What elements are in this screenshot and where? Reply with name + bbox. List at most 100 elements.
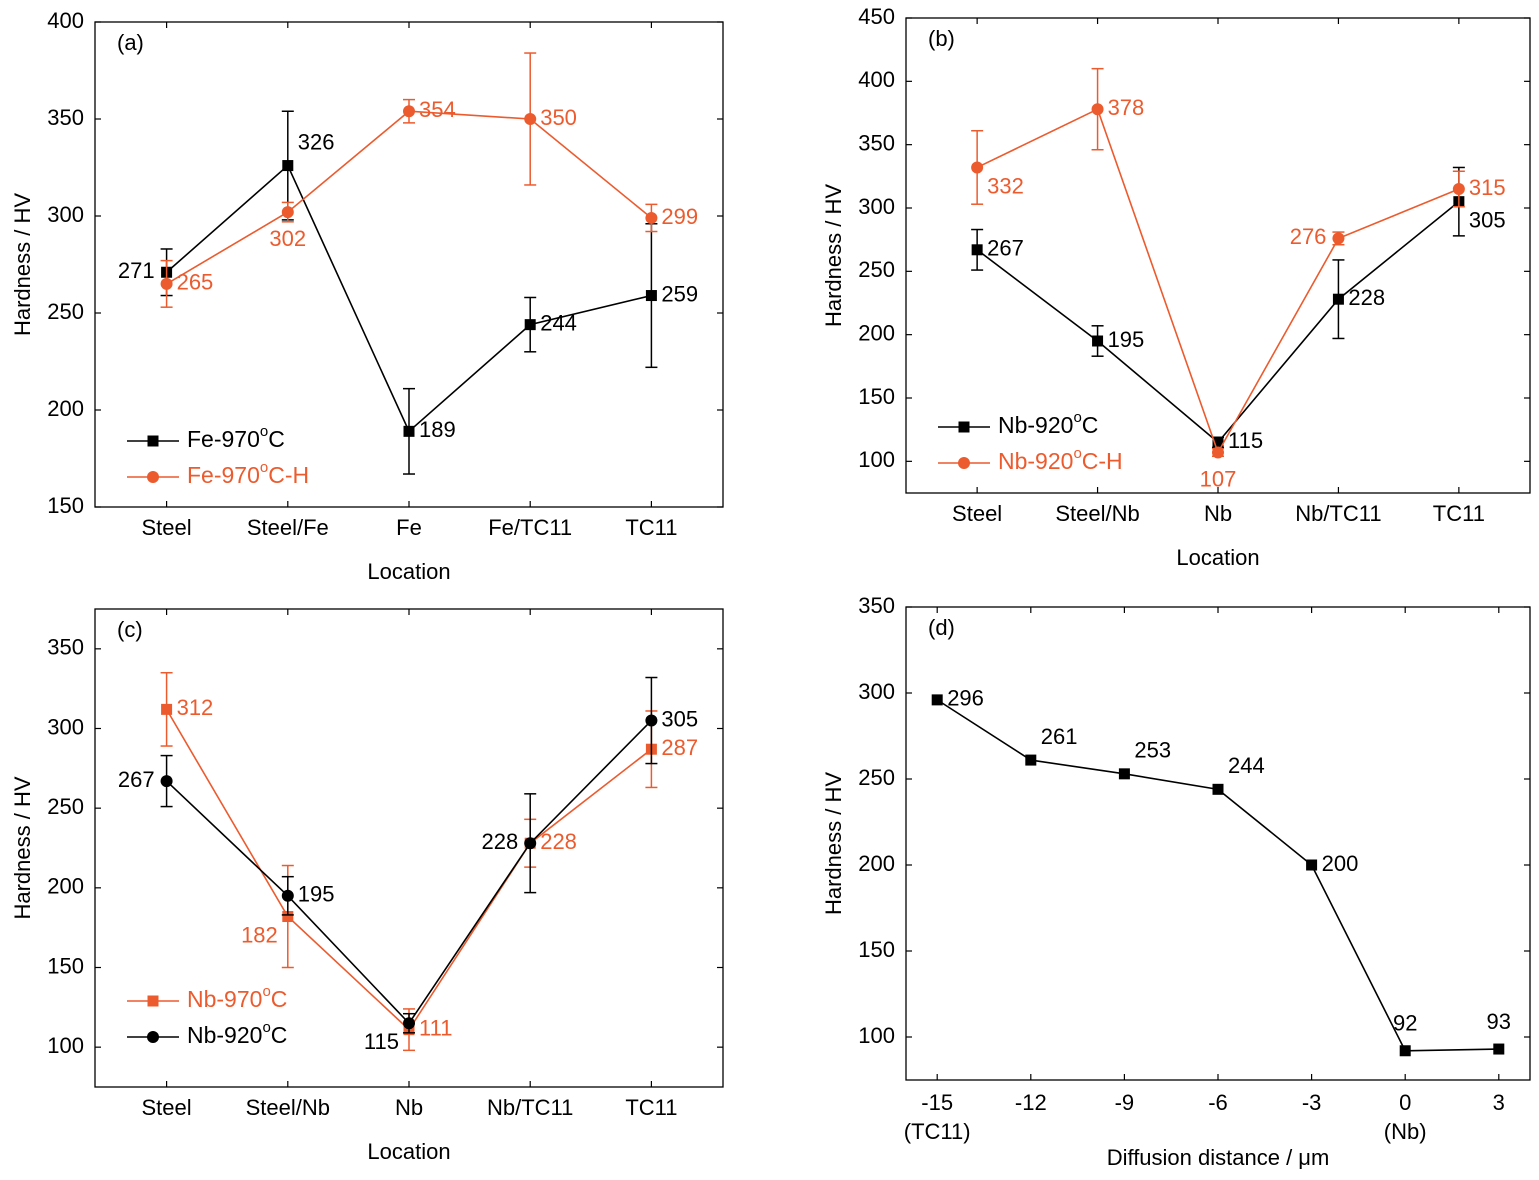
data-label: 299 <box>661 204 698 229</box>
series-line <box>976 201 1460 444</box>
legend: Nb-970oC Nb-920oC <box>127 983 287 1048</box>
panel-label: (b) <box>928 26 955 51</box>
y-tick-label: 300 <box>47 202 84 227</box>
data-point <box>645 714 658 727</box>
x-tick-sublabel: (TC11) <box>904 1119 971 1144</box>
data-point <box>160 277 173 290</box>
data-point <box>1092 335 1104 347</box>
data-point <box>403 425 415 437</box>
y-tick-label: 250 <box>47 299 84 324</box>
y-tick-label: 200 <box>858 320 895 345</box>
x-tick-label: Nb <box>1204 501 1232 526</box>
y-axis-title: Hardness / HV <box>821 184 846 327</box>
x-axis-title: Diffusion distance / μm <box>1107 1145 1330 1170</box>
y-tick-label: 400 <box>47 8 84 33</box>
x-tick-label: Nb <box>395 1095 423 1120</box>
data-point <box>403 1017 415 1030</box>
data-label: 195 <box>298 882 335 907</box>
data-label: 305 <box>661 706 698 731</box>
data-point <box>1212 446 1224 459</box>
series-1: 271 326 189 244 259 <box>118 110 698 475</box>
panel-label: (c) <box>117 617 143 642</box>
data-label: 200 <box>1322 851 1359 876</box>
legend-marker <box>147 995 159 1007</box>
y-tick-label: 100 <box>858 1023 895 1048</box>
data-label: 244 <box>1228 753 1265 778</box>
legend: Nb-920oC Nb-920oC-H <box>938 409 1123 474</box>
y-tick-label: 200 <box>47 396 84 421</box>
series-line <box>166 719 652 1025</box>
series-2: 267 195 115 228 305 <box>118 676 698 1054</box>
data-point <box>1452 183 1465 195</box>
data-point <box>282 911 294 923</box>
data-point <box>645 211 658 224</box>
legend-marker <box>147 471 159 483</box>
y-tick-label: 150 <box>47 953 84 978</box>
x-tick-label: Steel/Nb <box>246 1095 330 1120</box>
data-label: 271 <box>118 258 155 283</box>
data-label: 302 <box>269 226 306 251</box>
data-label: 111 <box>419 1015 452 1040</box>
data-label: 92 <box>1393 1011 1417 1036</box>
data-point <box>524 319 536 331</box>
x-tick-label: TC11 <box>625 515 677 540</box>
series-2: 265 302 354 350 299 <box>160 52 698 308</box>
data-label: 244 <box>540 310 577 335</box>
x-axis-title: Location <box>367 559 450 584</box>
data-point <box>1212 436 1224 448</box>
x-tick-label: Nb/TC11 <box>1295 501 1381 526</box>
y-tick-label: 250 <box>858 765 895 790</box>
data-label: 287 <box>661 735 698 760</box>
panel-d: (d) 100 150 200 250 300 350 -15 (TC11) -12 -9 -6 -3 0… <box>821 593 1531 1170</box>
series-line <box>166 110 652 285</box>
data-label: 182 <box>241 922 278 947</box>
x-tick-label: Nb/TC11 <box>487 1095 573 1120</box>
series-line <box>165 708 652 1031</box>
legend-label: Fe-970oC <box>187 423 285 452</box>
data-point <box>524 837 537 850</box>
y-axis-title: Hardness / HV <box>10 193 35 336</box>
data-label: 350 <box>540 105 577 130</box>
series-line <box>976 108 1460 455</box>
data-point <box>1493 1043 1505 1055</box>
legend-marker <box>147 1031 159 1043</box>
data-label: 276 <box>1290 224 1327 249</box>
series-line <box>936 699 1499 1052</box>
x-tick-label: TC11 <box>625 1095 677 1120</box>
x-tick-label: Steel <box>952 501 1002 526</box>
series-1: 296 261 253 244 200 92 93 <box>931 686 1511 1057</box>
data-label: 296 <box>947 686 984 711</box>
data-label: 305 <box>1469 207 1506 232</box>
x-tick-label: -3 <box>1302 1090 1322 1115</box>
y-axis-title: Hardness / HV <box>10 776 35 919</box>
legend-label: Nb-920oC <box>998 409 1098 438</box>
plot-frame <box>905 606 1531 1081</box>
x-tick-label: Fe <box>396 515 422 540</box>
y-tick-label: 350 <box>858 130 895 155</box>
y-tick-label: 150 <box>858 937 895 962</box>
panel-b: (b) 100 150 200 250 300 350 400 450 Steel Steel/Nb… <box>821 4 1531 570</box>
legend: Fe-970oC Fe-970oC-H <box>127 423 309 488</box>
y-tick-label: 450 <box>858 4 895 29</box>
data-label: 107 <box>1200 466 1237 491</box>
y-tick-label: 300 <box>47 714 84 739</box>
data-label: 332 <box>987 173 1024 198</box>
x-tick-label: Steel <box>142 515 192 540</box>
data-label: 228 <box>540 829 577 854</box>
data-point <box>282 160 294 172</box>
legend-label: Nb-920oC-H <box>998 445 1123 474</box>
data-label: 259 <box>661 281 698 306</box>
panel-label: (a) <box>117 30 144 55</box>
x-tick-label: -15 <box>921 1090 953 1115</box>
x-tick-label: Steel <box>142 1095 192 1120</box>
y-tick-label: 100 <box>858 447 895 472</box>
data-label: 93 <box>1487 1009 1511 1034</box>
y-tick-label: 300 <box>858 194 895 219</box>
legend-marker <box>147 435 159 447</box>
legend-marker <box>958 457 970 469</box>
data-point <box>281 889 294 902</box>
data-label: 195 <box>1108 327 1145 352</box>
data-point <box>971 244 983 256</box>
y-tick-label: 150 <box>858 384 895 409</box>
